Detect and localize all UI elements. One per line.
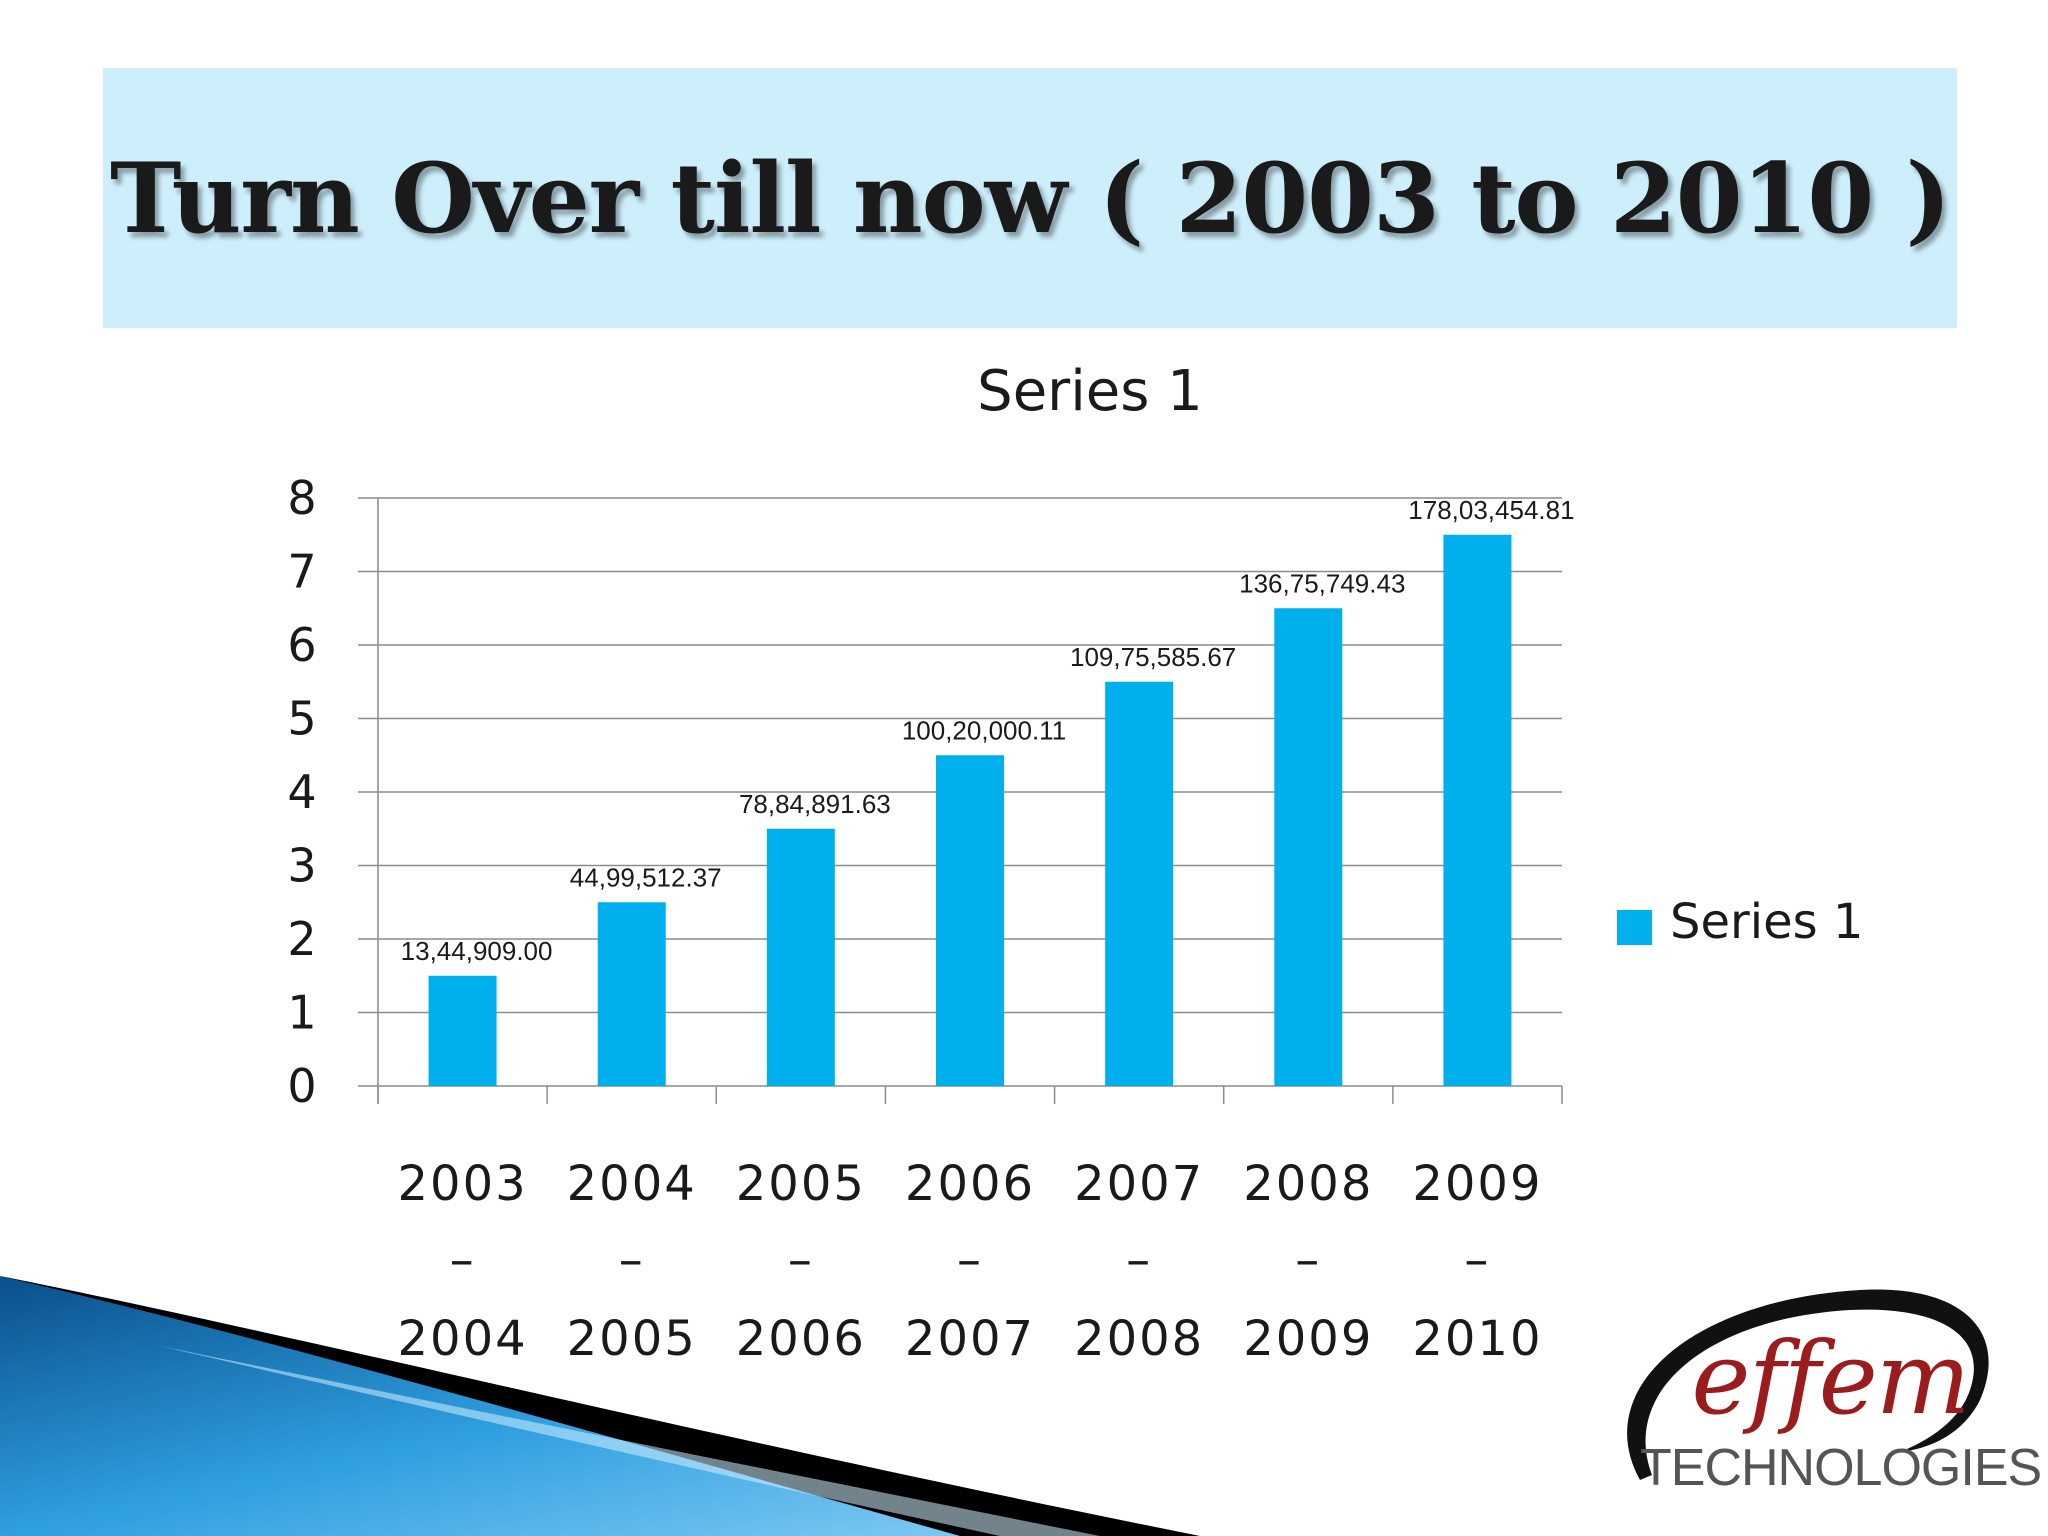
bar xyxy=(597,902,666,1086)
corner-swoosh xyxy=(0,1276,1200,1536)
y-axis-ticks: 0 1 2 3 4 5 6 7 8 xyxy=(287,471,316,1113)
bar xyxy=(936,755,1004,1086)
x-tick-label: 2005 xyxy=(567,1311,697,1367)
x-tick-label: 2006 xyxy=(905,1156,1035,1212)
data-label: 13,44,909.00 xyxy=(401,936,553,966)
bar xyxy=(766,828,835,1086)
y-tick-label: 0 xyxy=(287,1059,316,1113)
gridlines xyxy=(358,497,1563,1104)
x-axis-ticks: 2003 – 2004 2004 – 2005 2005 – 2006 2006 – 2007 2007… xyxy=(397,1156,1542,1367)
x-tick-label: 2009 xyxy=(1243,1311,1373,1367)
legend: Series 1 xyxy=(1617,894,1863,950)
x-tick-label: – xyxy=(450,1232,476,1288)
y-tick-label: 1 xyxy=(287,986,316,1040)
bar xyxy=(1105,681,1174,1086)
data-label: 44,99,512.37 xyxy=(570,862,722,892)
x-tick-label: – xyxy=(619,1232,645,1288)
x-tick-label: – xyxy=(957,1232,983,1288)
x-tick-label: 2005 xyxy=(736,1156,866,1212)
data-label: 100,20,000.11 xyxy=(902,715,1066,745)
x-tick-label: 2008 xyxy=(1074,1311,1204,1367)
x-tick-label: – xyxy=(788,1232,814,1288)
y-tick-label: 8 xyxy=(287,471,316,525)
data-label: 109,75,585.67 xyxy=(1070,642,1236,672)
legend-swatch xyxy=(1617,910,1652,945)
x-tick-label: 2010 xyxy=(1412,1311,1542,1367)
legend-label: Series 1 xyxy=(1670,894,1863,950)
x-tick-label: 2007 xyxy=(905,1311,1035,1367)
x-tick-label: – xyxy=(1126,1232,1152,1288)
title-banner: Turn Over till now ( 2003 to 2010 ) xyxy=(103,68,1957,328)
bar xyxy=(1274,608,1343,1086)
y-tick-label: 2 xyxy=(287,912,316,966)
x-tick-label: 2008 xyxy=(1243,1156,1373,1212)
x-tick-label: 2007 xyxy=(1074,1156,1204,1212)
y-tick-label: 4 xyxy=(287,765,316,819)
slide-title: Turn Over till now ( 2003 to 2010 ) xyxy=(109,141,1951,255)
data-label: 78,84,891.63 xyxy=(739,789,891,819)
chart-title: Series 1 xyxy=(977,359,1203,424)
logo-subtitle: TECHNOLOGIES xyxy=(1640,1439,2042,1497)
x-tick-label: 2006 xyxy=(736,1311,866,1367)
y-tick-label: 7 xyxy=(287,545,316,599)
data-label: 136,75,749.43 xyxy=(1239,568,1405,598)
logo-word: effem xyxy=(1691,1320,1970,1437)
bar xyxy=(428,975,497,1086)
x-tick-label: 2009 xyxy=(1412,1156,1542,1212)
y-tick-label: 6 xyxy=(287,618,316,672)
logo-swoosh-icon xyxy=(1627,1289,1989,1480)
y-tick-label: 3 xyxy=(287,839,316,893)
bar-chart: Series 1 0 1 2 3 4 5 6 7 8 13,44,909.00 44,99,512… xyxy=(287,359,1863,1367)
x-tick-label: 2004 xyxy=(397,1311,527,1367)
x-tick-label: 2003 xyxy=(397,1156,527,1212)
x-tick-label: – xyxy=(1295,1232,1321,1288)
data-labels: 13,44,909.00 44,99,512.37 78,84,891.63 100,… xyxy=(401,495,1575,966)
bar xyxy=(1443,534,1512,1086)
x-tick-label: – xyxy=(1464,1232,1490,1288)
y-tick-label: 5 xyxy=(287,692,316,746)
bars xyxy=(428,534,1512,1086)
company-logo: effem TECHNOLOGIES xyxy=(1600,1270,2042,1510)
data-label: 178,03,454.81 xyxy=(1408,495,1574,525)
x-tick-label: 2004 xyxy=(567,1156,697,1212)
